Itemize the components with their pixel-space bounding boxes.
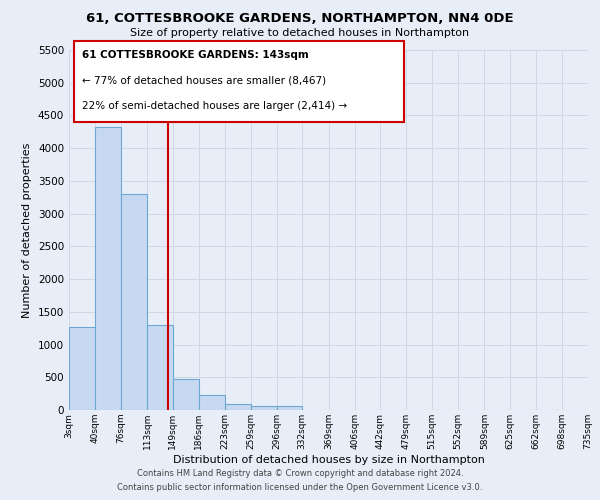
FancyBboxPatch shape (74, 41, 404, 122)
X-axis label: Distribution of detached houses by size in Northampton: Distribution of detached houses by size … (173, 454, 484, 464)
Bar (147, 325, 173, 410)
Bar (95, 126, 121, 410)
Text: 61 COTTESBROOKE GARDENS: 143sqm: 61 COTTESBROOKE GARDENS: 143sqm (82, 50, 309, 60)
Text: Contains public sector information licensed under the Open Government Licence v3: Contains public sector information licen… (118, 484, 482, 492)
Bar (199, 395, 225, 410)
Text: Size of property relative to detached houses in Northampton: Size of property relative to detached ho… (130, 28, 470, 38)
Bar (173, 378, 199, 410)
Bar (277, 406, 302, 410)
Text: ← 77% of detached houses are smaller (8,467): ← 77% of detached houses are smaller (8,… (82, 76, 326, 86)
Y-axis label: Number of detached properties: Number of detached properties (22, 142, 32, 318)
Bar (121, 194, 147, 410)
Text: 61, COTTESBROOKE GARDENS, NORTHAMPTON, NN4 0DE: 61, COTTESBROOKE GARDENS, NORTHAMPTON, N… (86, 12, 514, 26)
Text: 22% of semi-detached houses are larger (2,414) →: 22% of semi-detached houses are larger (… (82, 100, 347, 110)
Bar (225, 404, 251, 410)
Bar (69, 327, 95, 410)
Text: Contains HM Land Registry data © Crown copyright and database right 2024.: Contains HM Land Registry data © Crown c… (137, 468, 463, 477)
Bar (251, 406, 277, 410)
